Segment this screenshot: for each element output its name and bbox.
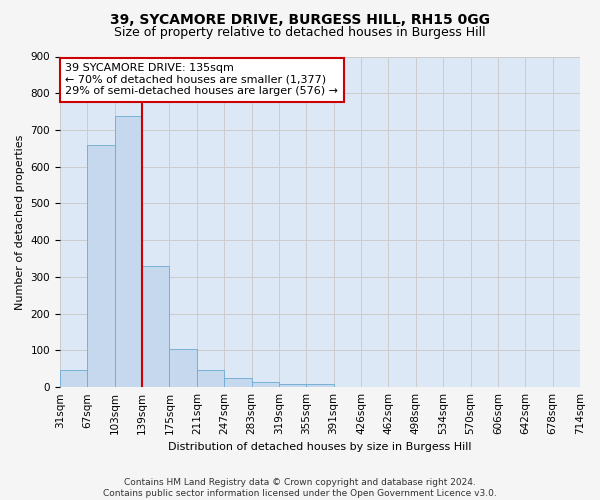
Bar xyxy=(251,382,279,387)
Bar xyxy=(115,116,142,387)
Text: 39 SYCAMORE DRIVE: 135sqm
← 70% of detached houses are smaller (1,377)
29% of se: 39 SYCAMORE DRIVE: 135sqm ← 70% of detac… xyxy=(65,63,338,96)
Bar xyxy=(197,370,224,387)
Bar xyxy=(279,384,306,387)
Bar xyxy=(87,144,115,387)
Bar xyxy=(169,348,197,387)
Bar xyxy=(306,384,334,387)
Bar xyxy=(224,378,251,387)
Bar xyxy=(60,370,87,387)
Text: Contains HM Land Registry data © Crown copyright and database right 2024.
Contai: Contains HM Land Registry data © Crown c… xyxy=(103,478,497,498)
Text: 39, SYCAMORE DRIVE, BURGESS HILL, RH15 0GG: 39, SYCAMORE DRIVE, BURGESS HILL, RH15 0… xyxy=(110,12,490,26)
Bar xyxy=(142,266,169,387)
Text: Size of property relative to detached houses in Burgess Hill: Size of property relative to detached ho… xyxy=(114,26,486,39)
Y-axis label: Number of detached properties: Number of detached properties xyxy=(15,134,25,310)
X-axis label: Distribution of detached houses by size in Burgess Hill: Distribution of detached houses by size … xyxy=(168,442,472,452)
